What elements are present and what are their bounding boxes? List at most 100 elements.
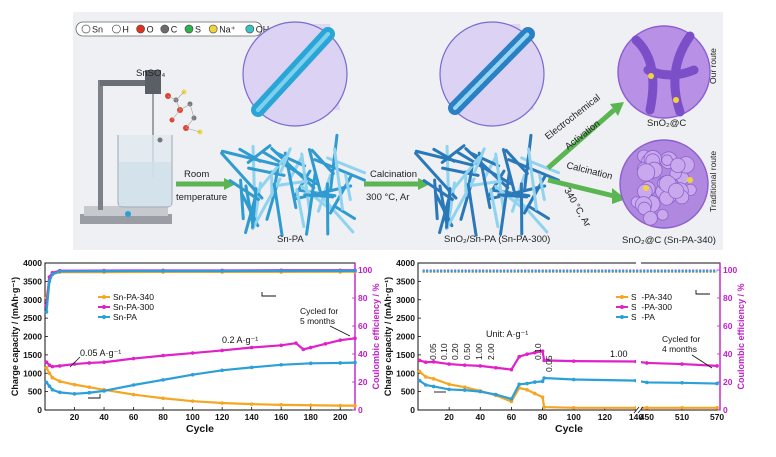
data-point (571, 359, 576, 363)
data-point (57, 269, 62, 274)
axis-break-gap (636, 262, 641, 411)
data-point (447, 387, 451, 392)
data-point (249, 402, 254, 406)
data-point (161, 269, 165, 273)
step2-label-bottom: 300 °C, Ar (366, 192, 409, 203)
y2-tick-label: 60 (358, 321, 368, 331)
nanorod (288, 155, 304, 181)
y2-axis-title: Coulombic efficiency / % (371, 283, 381, 389)
data-point (50, 375, 55, 380)
data-point (57, 390, 62, 395)
granule (656, 208, 669, 221)
step1-label-bottom: temperature (176, 192, 227, 203)
nanorod (329, 133, 339, 192)
data-point (680, 362, 684, 366)
nanorod (434, 191, 454, 228)
legend-atom-4-icon (184, 24, 194, 34)
nanorod (489, 188, 500, 229)
data-point (190, 351, 195, 355)
data-point (423, 360, 428, 365)
x-tick-label: 120 (598, 412, 612, 422)
atom-legend: Sn H O C S Na⁺ OH (75, 21, 269, 37)
data-point (338, 338, 343, 342)
y2-tick-label: 40 (723, 349, 733, 359)
x-tick-label: 80 (538, 412, 548, 422)
nanorod (488, 184, 547, 201)
data-point (478, 389, 483, 394)
x-tick-label: 200 (333, 412, 347, 422)
x-tick-label: 100 (567, 412, 581, 422)
x-axis-title: Cycle (555, 423, 583, 435)
data-point (249, 365, 254, 370)
y-axis-title: Charge capacity / (mAh·g⁻¹) (383, 277, 393, 396)
data-point (131, 392, 136, 397)
y2-tick-label: 20 (358, 377, 368, 387)
annotation-rate-step: 0.10 (439, 343, 449, 360)
y2-tick-label: 100 (723, 265, 737, 275)
product-bottom-label: SnO₂@C (Sn-PA-340) (622, 235, 716, 246)
data-point (423, 383, 428, 387)
nanorod (344, 173, 352, 202)
legend-atom-2-icon (136, 24, 145, 34)
y2-tick-label: 40 (358, 349, 368, 359)
nanorod (414, 149, 474, 167)
x-tick-label: 180 (304, 412, 318, 422)
nanorod (313, 158, 366, 182)
step2-label-top: Calcination (370, 169, 417, 180)
y-tick-label: 3500 (396, 276, 415, 286)
data-point (220, 401, 224, 405)
series-line-sn-pa-340 (45, 270, 355, 299)
data-point (44, 360, 49, 365)
cycling-chart-right: 0 500 1000 1500 2000 2500 3000 3500 4000 0 20 40 60 8… (383, 258, 746, 435)
x-tick-label: 60 (129, 412, 139, 422)
data-point (447, 382, 451, 387)
legend-marker (620, 315, 624, 319)
data-point (417, 358, 422, 363)
x-tick-label: 20 (70, 412, 80, 422)
y-tick-label: 4000 (396, 258, 415, 268)
y-tick-label: 3000 (23, 295, 42, 305)
legend-marker (102, 295, 106, 299)
legend-label: Sn-PA (631, 312, 655, 322)
data-point (431, 376, 436, 381)
data-point (517, 354, 522, 359)
nanorod (523, 133, 533, 192)
x-tick-label: 570 (710, 412, 724, 422)
nanorod (501, 148, 516, 194)
data-point (47, 279, 52, 284)
data-point (301, 347, 306, 352)
arrow-calcination-300: Calcination 300 °C, Ar (364, 169, 430, 203)
data-point (102, 269, 106, 273)
data-point (494, 392, 498, 397)
annotation-cycled-for: Cycled for (662, 334, 700, 344)
data-point (279, 403, 283, 407)
synthesis-scheme: Sn H O C S Na⁺ OH SnSO₄ Room (73, 12, 723, 250)
x-tick-label: 140 (245, 412, 259, 422)
data-point (323, 342, 328, 346)
nanorod (526, 204, 551, 221)
y-tick-label: 1000 (23, 368, 42, 378)
data-point (525, 352, 529, 356)
data-point (540, 395, 545, 399)
x-tick-label: 100 (186, 412, 200, 422)
annotation-rate-0-05: 0.05 A·g⁻¹ (80, 348, 121, 358)
annotation-rate-step: 0.05 (544, 355, 554, 372)
series-line-sn-pa-300 (45, 269, 355, 306)
nanorod (228, 179, 260, 201)
data-point (294, 341, 298, 345)
nanorod (447, 155, 481, 196)
nanorod (272, 182, 284, 237)
data-point (571, 405, 576, 410)
data-point (715, 381, 719, 386)
nanorod (466, 182, 478, 237)
axis-break-mark (633, 406, 640, 414)
y-tick-label: 3500 (23, 276, 42, 286)
annotation-rate-step: 2.00 (486, 343, 496, 360)
ce-axis-indicator (261, 292, 276, 297)
data-point (72, 382, 77, 387)
y2-tick-label: 0 (358, 405, 363, 415)
x-axis-title: Cycle (186, 423, 214, 435)
nanorod (510, 190, 549, 234)
data-point (338, 403, 343, 408)
